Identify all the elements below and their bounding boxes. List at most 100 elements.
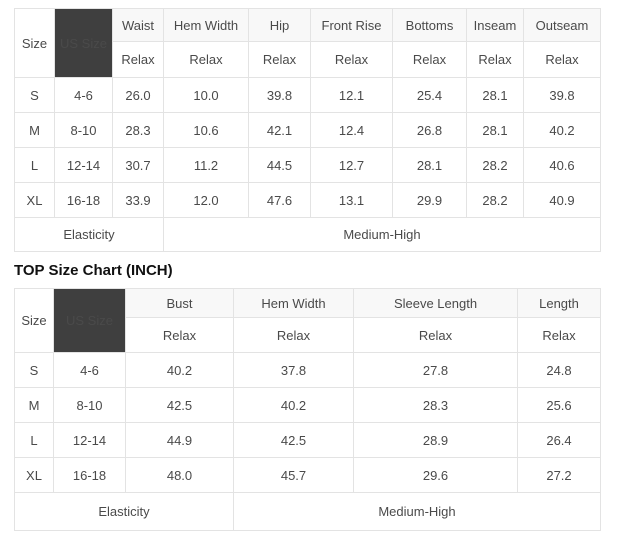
relax-subheader-row: Relax Relax Relax Relax Relax Relax Rela… xyxy=(15,41,601,78)
value-cell: 12.4 xyxy=(310,112,393,148)
value-cell: 42.5 xyxy=(233,422,354,458)
top-table-body: S 4-6 40.2 37.8 27.8 24.8 M 8-10 42.5 40… xyxy=(14,352,601,531)
size-cell: L xyxy=(14,422,54,458)
elasticity-row: Elasticity Medium-High xyxy=(14,492,601,531)
value-cell: 42.1 xyxy=(248,112,311,148)
value-cell: 48.0 xyxy=(125,457,234,493)
value-cell: 28.2 xyxy=(466,147,524,183)
size-cell: S xyxy=(14,77,55,113)
top-size-chart-table: Size US Size Bust Hem Width Sleeve Lengt… xyxy=(14,288,601,531)
column-header-hem-width: Hem Width xyxy=(233,288,354,318)
column-header-hip: Hip xyxy=(248,8,311,42)
us-size-cell: 8-10 xyxy=(53,387,126,423)
relax-subheader: Relax xyxy=(353,317,518,353)
bottom-size-chart-table: Size US Size Waist Hem Width Hip Front R… xyxy=(14,8,601,252)
value-cell: 39.8 xyxy=(248,77,311,113)
table-row-l: L 12-14 30.7 11.2 44.5 12.7 28.1 28.2 40… xyxy=(14,147,601,183)
value-cell: 40.2 xyxy=(233,387,354,423)
value-cell: 28.1 xyxy=(466,77,524,113)
value-cell: 28.9 xyxy=(353,422,518,458)
value-cell: 37.8 xyxy=(233,352,354,388)
value-cell: 12.1 xyxy=(310,77,393,113)
relax-subheader-row: Relax Relax Relax Relax xyxy=(15,317,601,353)
us-size-cell: 16-18 xyxy=(54,182,113,218)
value-cell: 44.5 xyxy=(248,147,311,183)
value-cell: 26.0 xyxy=(112,77,164,113)
table-row-s: S 4-6 26.0 10.0 39.8 12.1 25.4 28.1 39.8 xyxy=(14,77,601,113)
value-cell: 40.6 xyxy=(523,147,601,183)
value-cell: 28.1 xyxy=(466,112,524,148)
us-size-column-header: US Size xyxy=(54,8,113,78)
relax-subheader: Relax xyxy=(163,41,249,78)
relax-subheader: Relax xyxy=(233,317,354,353)
elasticity-value: Medium-High xyxy=(233,492,601,531)
column-header-bottoms: Bottoms xyxy=(392,8,467,42)
value-cell: 28.3 xyxy=(112,112,164,148)
value-cell: 12.7 xyxy=(310,147,393,183)
value-cell: 29.9 xyxy=(392,182,467,218)
size-cell: XL xyxy=(14,457,54,493)
size-cell: XL xyxy=(14,182,55,218)
value-cell: 28.1 xyxy=(392,147,467,183)
size-cell: M xyxy=(14,112,55,148)
value-cell: 25.4 xyxy=(392,77,467,113)
us-size-cell: 16-18 xyxy=(53,457,126,493)
size-column-header: Size xyxy=(14,8,55,78)
value-cell: 25.6 xyxy=(517,387,601,423)
relax-subheader: Relax xyxy=(392,41,467,78)
relax-subheader: Relax xyxy=(125,317,234,353)
value-cell: 26.8 xyxy=(392,112,467,148)
size-cell: S xyxy=(14,352,54,388)
relax-subheader: Relax xyxy=(466,41,524,78)
value-cell: 30.7 xyxy=(112,147,164,183)
column-header-hem-width: Hem Width xyxy=(163,8,249,42)
value-cell: 26.4 xyxy=(517,422,601,458)
column-header-length: Length xyxy=(517,288,601,318)
column-header-bust: Bust xyxy=(125,288,234,318)
value-cell: 11.2 xyxy=(163,147,249,183)
us-size-column-header: US Size xyxy=(53,288,126,353)
table-row-xl: XL 16-18 33.9 12.0 47.6 13.1 29.9 28.2 4… xyxy=(14,182,601,218)
value-cell: 27.8 xyxy=(353,352,518,388)
value-cell: 10.6 xyxy=(163,112,249,148)
column-header-inseam: Inseam xyxy=(466,8,524,42)
relax-subheader: Relax xyxy=(310,41,393,78)
relax-subheader: Relax xyxy=(517,317,601,353)
us-size-cell: 4-6 xyxy=(54,77,113,113)
value-cell: 12.0 xyxy=(163,182,249,218)
value-cell: 45.7 xyxy=(233,457,354,493)
column-header-sleeve-length: Sleeve Length xyxy=(353,288,518,318)
column-header-front-rise: Front Rise xyxy=(310,8,393,42)
column-header-outseam: Outseam xyxy=(523,8,601,42)
size-cell: L xyxy=(14,147,55,183)
value-cell: 28.3 xyxy=(353,387,518,423)
value-cell: 42.5 xyxy=(125,387,234,423)
value-cell: 40.2 xyxy=(125,352,234,388)
elasticity-label: Elasticity xyxy=(14,492,234,531)
value-cell: 27.2 xyxy=(517,457,601,493)
elasticity-row: Elasticity Medium-High xyxy=(14,217,601,252)
value-cell: 10.0 xyxy=(163,77,249,113)
value-cell: 33.9 xyxy=(112,182,164,218)
table-row-s: S 4-6 40.2 37.8 27.8 24.8 xyxy=(14,352,601,388)
bottom-table-header: Size US Size Waist Hem Width Hip Front R… xyxy=(14,8,601,78)
table-row-m: M 8-10 42.5 40.2 28.3 25.6 xyxy=(14,387,601,423)
value-cell: 47.6 xyxy=(248,182,311,218)
value-cell: 13.1 xyxy=(310,182,393,218)
table-row-xl: XL 16-18 48.0 45.7 29.6 27.2 xyxy=(14,457,601,493)
value-cell: 29.6 xyxy=(353,457,518,493)
table-row-l: L 12-14 44.9 42.5 28.9 26.4 xyxy=(14,422,601,458)
size-column-header: Size xyxy=(14,288,54,353)
header-row: Size US Size Bust Hem Width Sleeve Lengt… xyxy=(14,288,601,353)
value-cell: 44.9 xyxy=(125,422,234,458)
relax-subheader: Relax xyxy=(523,41,601,78)
bottom-table-body: S 4-6 26.0 10.0 39.8 12.1 25.4 28.1 39.8… xyxy=(14,77,601,252)
relax-subheader: Relax xyxy=(248,41,311,78)
us-size-cell: 8-10 xyxy=(54,112,113,148)
top-size-chart-heading: TOP Size Chart (INCH) xyxy=(14,262,173,279)
top-table-header: Size US Size Bust Hem Width Sleeve Lengt… xyxy=(14,288,601,353)
us-size-cell: 4-6 xyxy=(53,352,126,388)
value-cell: 28.2 xyxy=(466,182,524,218)
value-cell: 40.9 xyxy=(523,182,601,218)
relax-subheader: Relax xyxy=(112,41,164,78)
